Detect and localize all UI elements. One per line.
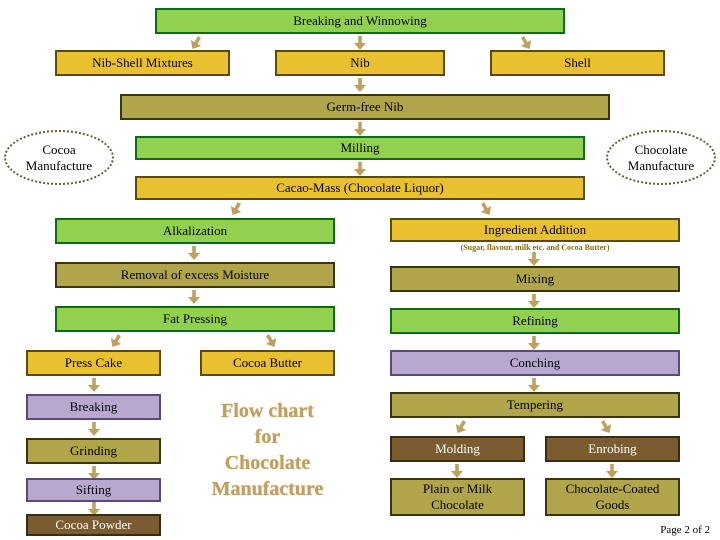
label: Tempering bbox=[507, 397, 563, 413]
grinding: Grinding bbox=[26, 438, 161, 464]
label: Chocolate-Coated Goods bbox=[551, 481, 674, 513]
label: ChocolateManufacture bbox=[628, 142, 694, 173]
label: Breaking bbox=[70, 399, 118, 415]
plain-milk-chocolate: Plain or Milk Chocolate bbox=[390, 478, 525, 516]
shell: Shell bbox=[490, 50, 665, 76]
label: Nib-Shell Mixtures bbox=[92, 55, 193, 71]
label: Page 2 of 2 bbox=[660, 524, 710, 536]
label: Ingredient Addition bbox=[484, 222, 586, 238]
label: Mixing bbox=[516, 271, 554, 287]
arrow-icon bbox=[528, 378, 540, 392]
label: Grinding bbox=[70, 443, 117, 459]
alkalization: Alkalization bbox=[55, 218, 335, 244]
label: Press Cake bbox=[65, 355, 122, 371]
removal-moisture: Removal of excess Moisture bbox=[55, 262, 335, 288]
arrow-icon bbox=[528, 252, 540, 266]
cocoa-manufacture-ellipse: CocoaManufacture bbox=[4, 130, 114, 185]
arrow-icon bbox=[262, 332, 279, 350]
arrow-icon bbox=[227, 200, 244, 218]
label: Enrobing bbox=[588, 441, 636, 457]
sifting: Sifting bbox=[26, 478, 161, 502]
label: Breaking and Winnowing bbox=[293, 13, 427, 29]
cacao-mass: Cacao-Mass (Chocolate Liquor) bbox=[135, 176, 585, 200]
molding: Molding bbox=[390, 436, 525, 462]
arrow-icon bbox=[597, 418, 614, 436]
label: Conching bbox=[510, 355, 561, 371]
arrow-icon bbox=[354, 122, 366, 136]
label: Cocoa Butter bbox=[233, 355, 302, 371]
arrow-icon bbox=[477, 200, 494, 218]
arrow-icon bbox=[451, 464, 463, 478]
nib-shell-mix: Nib-Shell Mixtures bbox=[55, 50, 230, 76]
mixing: Mixing bbox=[390, 266, 680, 292]
label: Germ-free Nib bbox=[327, 99, 404, 115]
label: Cacao-Mass (Chocolate Liquor) bbox=[276, 180, 444, 196]
label: Molding bbox=[435, 441, 480, 457]
ingredient-addition: Ingredient Addition bbox=[390, 218, 680, 242]
ingredient-subtitle: (Sugar, flavour, milk etc. and Cocoa But… bbox=[390, 243, 680, 252]
flowchart-title: Flow chartforChocolateManufacture bbox=[190, 398, 345, 502]
label: CocoaManufacture bbox=[26, 142, 92, 173]
enrobing: Enrobing bbox=[545, 436, 680, 462]
choc-coated-goods: Chocolate-Coated Goods bbox=[545, 478, 680, 516]
label: Alkalization bbox=[163, 223, 227, 239]
label: Fat Pressing bbox=[163, 311, 227, 327]
milling: Milling bbox=[135, 136, 585, 160]
arrow-icon bbox=[188, 290, 200, 304]
arrow-icon bbox=[606, 464, 618, 478]
arrow-icon bbox=[452, 418, 469, 436]
fat-pressing: Fat Pressing bbox=[55, 306, 335, 332]
arrow-icon bbox=[88, 378, 100, 392]
label: Flow chartforChocolateManufacture bbox=[212, 400, 324, 500]
label: Plain or Milk Chocolate bbox=[396, 481, 519, 513]
arrow-icon bbox=[528, 336, 540, 350]
label: Cocoa Powder bbox=[55, 517, 131, 533]
cocoa-powder: Cocoa Powder bbox=[26, 514, 161, 536]
label: Milling bbox=[340, 140, 379, 156]
breaking-box: Breaking bbox=[26, 394, 161, 420]
refining: Refining bbox=[390, 308, 680, 334]
arrow-icon bbox=[354, 78, 366, 92]
label: Nib bbox=[350, 55, 370, 71]
arrow-icon bbox=[528, 294, 540, 308]
label: Removal of excess Moisture bbox=[121, 267, 269, 283]
chocolate-manufacture-ellipse: ChocolateManufacture bbox=[606, 130, 716, 185]
label: Refining bbox=[512, 313, 558, 329]
tempering: Tempering bbox=[390, 392, 680, 418]
label: Sifting bbox=[76, 482, 111, 498]
page-number: Page 2 of 2 bbox=[660, 524, 710, 536]
nib: Nib bbox=[275, 50, 445, 76]
press-cake: Press Cake bbox=[26, 350, 161, 376]
cocoa-butter: Cocoa Butter bbox=[200, 350, 335, 376]
label: Shell bbox=[564, 55, 591, 71]
arrow-icon bbox=[88, 422, 100, 436]
germfree-nib: Germ-free Nib bbox=[120, 94, 610, 120]
breaking-winnowing: Breaking and Winnowing bbox=[155, 8, 565, 34]
arrow-icon bbox=[107, 332, 124, 350]
label: (Sugar, flavour, milk etc. and Cocoa But… bbox=[461, 243, 610, 252]
conching: Conching bbox=[390, 350, 680, 376]
arrow-icon bbox=[354, 162, 366, 176]
arrow-icon bbox=[188, 246, 200, 260]
arrow-icon bbox=[354, 36, 366, 50]
